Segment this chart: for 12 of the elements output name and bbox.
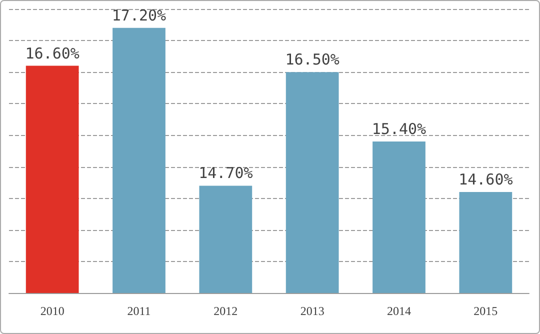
data-label: 14.60% — [458, 170, 513, 189]
data-label: 17.20% — [112, 6, 166, 24]
data-label: 14.70% — [198, 164, 253, 182]
x-tick-label: 2015 — [474, 304, 498, 318]
x-tick-label: 2012 — [214, 304, 238, 318]
data-label: 15.40% — [372, 120, 426, 138]
data-label: 16.50% — [285, 50, 340, 69]
x-tick-label: 2014 — [387, 304, 411, 318]
x-tick-label: 2010 — [40, 304, 64, 318]
x-tick-label: 2013 — [300, 304, 324, 318]
x-tick-label: 2011 — [127, 304, 151, 318]
data-label: 16.60% — [25, 44, 80, 62]
